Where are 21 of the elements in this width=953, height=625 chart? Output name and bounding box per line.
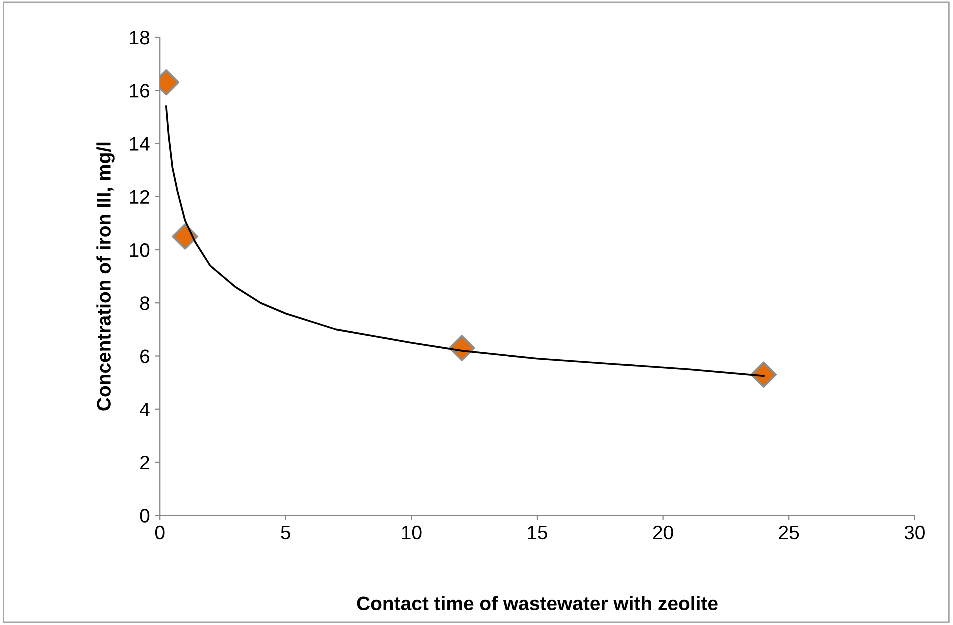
y-tick-label: 8 xyxy=(140,296,150,310)
y-tick-label: 4 xyxy=(140,403,150,416)
x-tick-label: 20 xyxy=(653,526,674,540)
x-tick-label: 15 xyxy=(528,526,548,540)
y-tick-label: 18 xyxy=(130,30,150,45)
x-tick-label: 25 xyxy=(779,526,800,540)
x-tick-label: 5 xyxy=(281,526,290,540)
point xyxy=(750,362,777,388)
x-tick-label: 10 xyxy=(402,526,422,540)
y-tick-label: 2 xyxy=(140,456,150,470)
x-tick-label: 30 xyxy=(904,526,925,540)
y-axis-title: Concentration of iron III, mg/l xyxy=(96,142,115,411)
y-tick-label: 6 xyxy=(140,350,150,364)
x-axis-title: Contact time of wastewater with zeolite xyxy=(357,596,718,611)
x-tick-label: 0 xyxy=(155,526,165,540)
y-tick-label: 12 xyxy=(130,190,150,204)
point xyxy=(172,224,198,250)
y-tick-label: 14 xyxy=(130,137,150,151)
y-tick-label: 0 xyxy=(140,509,150,523)
y-tick-label: 16 xyxy=(130,84,150,98)
y-tick-label: 10 xyxy=(130,243,150,258)
